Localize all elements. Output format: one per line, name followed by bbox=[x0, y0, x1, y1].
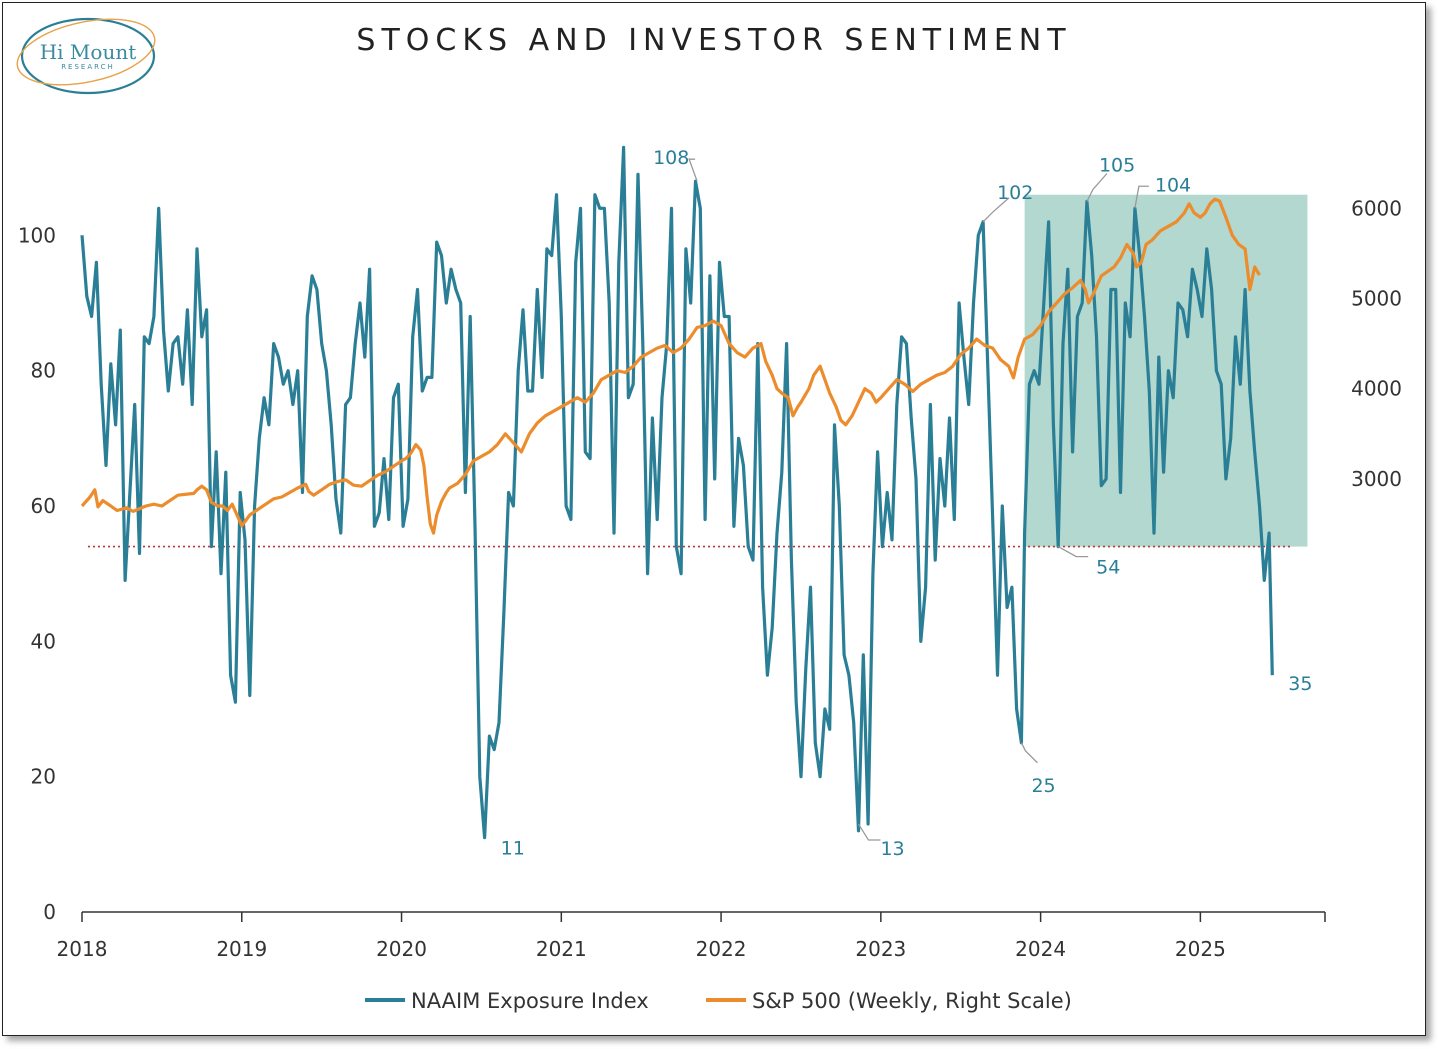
highlight-box bbox=[1024, 194, 1308, 547]
y-left-tick-label: 80 bbox=[31, 359, 56, 383]
y-left-tick-label: 20 bbox=[31, 765, 56, 789]
naaim-series-line bbox=[80, 145, 1274, 840]
logo-sub: RESEARCH bbox=[61, 63, 115, 71]
x-tick-label: 2021 bbox=[536, 937, 587, 961]
logo-name: Hi Mount bbox=[40, 40, 137, 64]
y-right-tick-label: 4000 bbox=[1351, 377, 1402, 401]
annotation-label: 104 bbox=[1155, 174, 1191, 196]
y-right-tick-label: 3000 bbox=[1351, 467, 1402, 491]
y-right-tick-label: 5000 bbox=[1351, 286, 1402, 310]
y-left-tick-label: 100 bbox=[18, 223, 56, 247]
annotation-leader bbox=[1020, 742, 1038, 764]
logo: Hi Mount RESEARCH bbox=[16, 17, 156, 95]
annotation-label: 35 bbox=[1288, 673, 1312, 695]
x-tick-label: 2019 bbox=[216, 937, 267, 961]
annotation-label: 13 bbox=[880, 838, 904, 860]
y-left-tick-label: 0 bbox=[43, 900, 56, 924]
y-left-tick-label: 40 bbox=[31, 629, 56, 653]
x-tick-label: 2024 bbox=[1015, 937, 1066, 961]
annotation-label: 54 bbox=[1096, 557, 1120, 579]
logo-swoosh-icon bbox=[16, 18, 156, 86]
annotation-leader bbox=[857, 823, 881, 841]
sp500-series-line bbox=[80, 197, 1261, 535]
annotation-leader bbox=[1086, 173, 1108, 202]
x-tick-label: 2023 bbox=[855, 937, 906, 961]
legend-label-sp500: S&P 500 (Weekly, Right Scale) bbox=[752, 989, 1072, 1013]
annotation-label: 102 bbox=[997, 182, 1033, 204]
x-tick-label: 2018 bbox=[57, 937, 108, 961]
y-left-tick-label: 60 bbox=[31, 494, 56, 518]
annotation-leader bbox=[1057, 546, 1089, 558]
annotation-leader bbox=[1134, 185, 1149, 209]
x-tick-label: 2020 bbox=[376, 937, 427, 961]
annotation-leader bbox=[688, 158, 698, 182]
chart-title: STOCKS AND INVESTOR SENTIMENT bbox=[356, 23, 1071, 58]
annotation-leader bbox=[982, 197, 1010, 223]
annotation-label: 105 bbox=[1099, 155, 1135, 177]
annotation-label: 108 bbox=[653, 147, 689, 169]
annotation-label: 11 bbox=[501, 838, 525, 860]
x-tick-label: 2022 bbox=[696, 937, 747, 961]
legend: NAAIM Exposure Index S&P 500 (Weekly, Ri… bbox=[365, 989, 1072, 1013]
annotation-label: 25 bbox=[1031, 775, 1055, 797]
y-right-tick-label: 6000 bbox=[1351, 196, 1402, 220]
logo-ring-icon bbox=[20, 17, 156, 95]
x-tick-label: 2025 bbox=[1175, 937, 1226, 961]
legend-label-naaim: NAAIM Exposure Index bbox=[411, 989, 649, 1013]
